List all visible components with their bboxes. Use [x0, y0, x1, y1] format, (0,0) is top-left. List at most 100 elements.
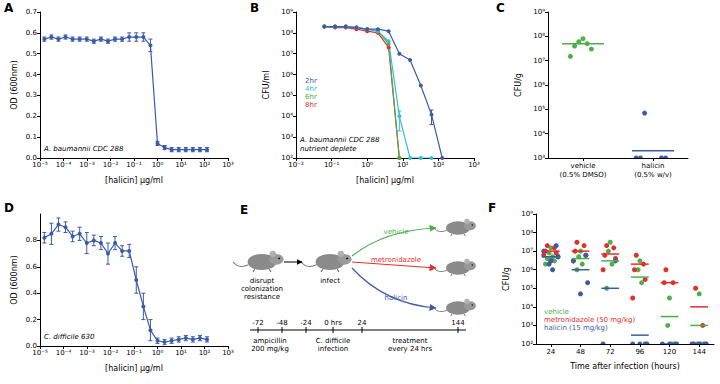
svg-text:10³: 10³ [533, 154, 545, 162]
svg-text:10⁸: 10⁸ [521, 229, 533, 237]
svg-text:10²: 10² [199, 161, 211, 169]
svg-text:10⁰: 10⁰ [361, 161, 373, 169]
svg-text:48: 48 [576, 348, 585, 356]
svg-text:6hr: 6hr [305, 93, 317, 101]
svg-text:10⁻⁴: 10⁻⁴ [56, 161, 72, 169]
svg-text:10⁻⁵: 10⁻⁵ [32, 349, 48, 357]
svg-text:0.4: 0.4 [26, 289, 38, 297]
svg-text:metronidazole (50 mg/kg): metronidazole (50 mg/kg) [544, 316, 635, 324]
svg-text:10⁻¹: 10⁻¹ [126, 349, 142, 357]
svg-text:10³: 10³ [222, 349, 234, 357]
svg-text:(0.5% DMSO): (0.5% DMSO) [560, 171, 607, 179]
svg-text:10⁸: 10⁸ [281, 29, 293, 37]
svg-text:B: B [250, 1, 259, 15]
svg-text:10⁶: 10⁶ [533, 81, 545, 89]
svg-text:2hr: 2hr [305, 77, 317, 85]
svg-text:10³: 10³ [222, 161, 234, 169]
svg-text:10²: 10² [521, 340, 533, 348]
svg-text:10⁹: 10⁹ [533, 8, 545, 16]
svg-text:8hr: 8hr [305, 101, 317, 109]
svg-text:A. baumannii CDC 288: A. baumannii CDC 288 [43, 145, 124, 153]
svg-text:vehicle: vehicle [571, 162, 596, 170]
svg-text:F: F [488, 201, 496, 215]
svg-text:10⁷: 10⁷ [281, 50, 293, 58]
svg-text:0.8: 0.8 [26, 236, 37, 244]
svg-text:halicin: halicin [642, 162, 665, 170]
svg-text:OD (600nm): OD (600nm) [10, 60, 19, 109]
svg-text:10⁻²: 10⁻² [288, 161, 304, 169]
svg-text:CFU/g: CFU/g [514, 73, 523, 97]
svg-text:10²: 10² [433, 161, 445, 169]
svg-text:(0.5% w/v): (0.5% w/v) [634, 171, 672, 179]
svg-text:-48: -48 [276, 319, 287, 327]
svg-text:-24: -24 [300, 319, 312, 327]
svg-text:10⁻⁴: 10⁻⁴ [56, 349, 72, 357]
svg-text:treatmentevery 24 hrs: treatmentevery 24 hrs [388, 337, 432, 353]
svg-text:10⁶: 10⁶ [281, 71, 293, 79]
svg-text:[halicin] µg/ml: [halicin] µg/ml [356, 176, 414, 185]
svg-text:0.7: 0.7 [26, 8, 37, 16]
svg-text:144: 144 [451, 319, 465, 327]
svg-text:10⁸: 10⁸ [533, 32, 545, 40]
svg-text:10⁻¹: 10⁻¹ [126, 161, 142, 169]
svg-text:D: D [4, 201, 14, 215]
svg-text:[halicin] µg/ml: [halicin] µg/ml [105, 364, 163, 373]
svg-text:C. difficileinfection: C. difficileinfection [316, 337, 351, 353]
svg-text:10⁰: 10⁰ [152, 161, 164, 169]
svg-text:10⁷: 10⁷ [521, 247, 533, 255]
svg-text:10⁹: 10⁹ [521, 210, 533, 218]
svg-text:0.2: 0.2 [26, 316, 37, 324]
svg-text:10¹: 10¹ [397, 161, 409, 169]
svg-text:10⁴: 10⁴ [533, 130, 545, 138]
svg-text:10⁶: 10⁶ [521, 266, 533, 274]
svg-text:10⁴: 10⁴ [521, 303, 533, 311]
svg-text:-72: -72 [252, 319, 263, 327]
svg-text:120: 120 [663, 348, 676, 356]
svg-text:0.3: 0.3 [26, 91, 37, 99]
svg-text:CFU/g: CFU/g [502, 267, 511, 291]
svg-text:disruptcolonizationresistance: disruptcolonizationresistance [241, 277, 283, 301]
svg-text:72: 72 [606, 348, 615, 356]
svg-text:C: C [496, 1, 505, 15]
svg-text:10⁴: 10⁴ [281, 112, 293, 120]
svg-text:0.2: 0.2 [26, 112, 37, 120]
svg-text:10⁵: 10⁵ [521, 284, 533, 292]
svg-text:A. baumannii CDC 288: A. baumannii CDC 288 [299, 136, 380, 144]
svg-text:10⁰: 10⁰ [152, 349, 164, 357]
svg-text:[halicin] µg/ml: [halicin] µg/ml [105, 176, 163, 185]
svg-text:24: 24 [546, 348, 555, 356]
svg-text:24: 24 [358, 319, 367, 327]
svg-text:Time after infection (hours): Time after infection (hours) [569, 362, 680, 371]
svg-text:0.1: 0.1 [26, 133, 37, 141]
svg-text:nutrient deplete: nutrient deplete [300, 145, 357, 153]
svg-text:144: 144 [692, 348, 706, 356]
svg-text:metronidazole: metronidazole [371, 256, 421, 264]
svg-text:10⁵: 10⁵ [281, 91, 293, 99]
svg-text:10³: 10³ [521, 321, 533, 329]
svg-text:CFU/ml: CFU/ml [262, 71, 271, 100]
svg-text:ampicillin200 mg/kg: ampicillin200 mg/kg [251, 337, 289, 353]
svg-text:96: 96 [635, 348, 644, 356]
svg-text:10⁷: 10⁷ [533, 57, 545, 65]
svg-text:0.6: 0.6 [26, 29, 38, 37]
svg-text:infect: infect [320, 277, 340, 285]
svg-text:10⁻³: 10⁻³ [79, 161, 95, 169]
svg-text:halicin (15 mg/kg): halicin (15 mg/kg) [544, 324, 608, 332]
svg-text:10⁻³: 10⁻³ [79, 349, 95, 357]
svg-text:10²: 10² [199, 349, 211, 357]
svg-text:vehicle: vehicle [544, 308, 569, 316]
svg-text:10⁻²: 10⁻² [103, 161, 119, 169]
svg-text:10¹: 10¹ [175, 349, 187, 357]
svg-text:10³: 10³ [281, 133, 293, 141]
svg-text:0 hrs: 0 hrs [324, 319, 342, 327]
svg-text:A: A [4, 1, 14, 15]
svg-text:vehicle: vehicle [384, 228, 409, 236]
svg-text:10⁻²: 10⁻² [103, 349, 119, 357]
svg-text:10¹: 10¹ [175, 161, 187, 169]
svg-text:0.6: 0.6 [26, 263, 38, 271]
svg-text:halicin: halicin [385, 294, 408, 302]
svg-text:OD (600nm): OD (600nm) [10, 255, 19, 304]
svg-text:10⁹: 10⁹ [281, 8, 293, 16]
svg-text:10⁻⁵: 10⁻⁵ [32, 161, 48, 169]
svg-text:4hr: 4hr [305, 85, 317, 93]
